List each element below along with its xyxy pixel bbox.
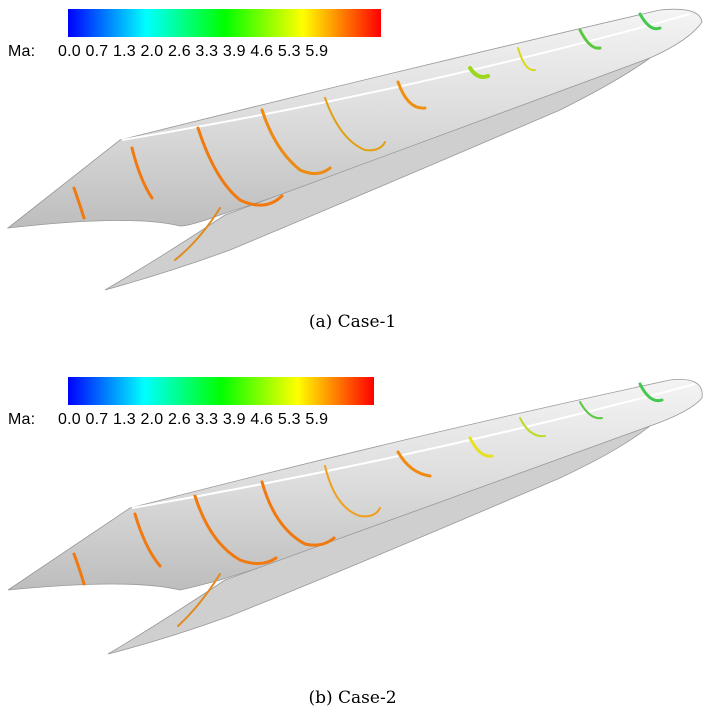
colorbar-ticks: 0.0 0.7 1.3 2.0 2.6 3.3 3.9 4.6 5.3 5.9 — [58, 43, 329, 60]
mach-colorbar-labels: Ma: 0.0 0.7 1.3 2.0 2.6 3.3 3.9 4.6 5.3 5… — [8, 411, 328, 429]
mach-colorbar-labels: Ma: 0.0 0.7 1.3 2.0 2.6 3.3 3.9 4.6 5.3 5… — [8, 43, 328, 61]
waverider-render-case-2 — [7, 379, 703, 655]
figure-panel-case-2: Ma: 0.0 0.7 1.3 2.0 2.6 3.3 3.9 4.6 5.3 5… — [0, 358, 705, 716]
colorbar-prefix: Ma: — [8, 411, 36, 428]
mach-colorbar — [68, 9, 381, 37]
colorbar-ticks: 0.0 0.7 1.3 2.0 2.6 3.3 3.9 4.6 5.3 5.9 — [58, 411, 329, 428]
figure-caption: (a) Case-1 — [308, 312, 397, 332]
colorbar-prefix: Ma: — [8, 43, 36, 60]
figure-panel-case-1: Ma: 0.0 0.7 1.3 2.0 2.6 3.3 3.9 4.6 5.3 5… — [0, 0, 705, 352]
mach-colorbar — [68, 377, 374, 405]
waverider-render-case-1 — [6, 8, 703, 291]
figure-caption: (b) Case-2 — [308, 688, 397, 708]
